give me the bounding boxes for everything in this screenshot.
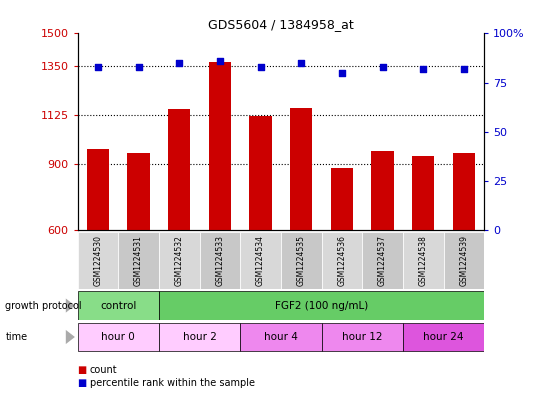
- Bar: [200, 232, 240, 289]
- Point: [94, 64, 102, 70]
- Bar: [412, 156, 434, 230]
- Text: growth protocol: growth protocol: [5, 301, 82, 310]
- Text: GSM1224536: GSM1224536: [338, 235, 346, 286]
- Bar: [249, 116, 272, 230]
- Point: [134, 64, 143, 70]
- Bar: [159, 323, 240, 351]
- Bar: [331, 168, 353, 230]
- Text: GSM1224538: GSM1224538: [419, 235, 427, 286]
- Text: control: control: [100, 301, 136, 310]
- Text: GSM1224537: GSM1224537: [378, 235, 387, 286]
- Bar: [78, 292, 159, 320]
- Text: ■: ■: [78, 378, 87, 388]
- Bar: [403, 232, 444, 289]
- Text: time: time: [5, 332, 27, 342]
- Polygon shape: [66, 299, 75, 313]
- Bar: [322, 232, 362, 289]
- Text: GSM1224535: GSM1224535: [297, 235, 305, 286]
- Bar: [127, 154, 150, 230]
- Text: hour 4: hour 4: [264, 332, 298, 342]
- Bar: [240, 323, 322, 351]
- Text: hour 2: hour 2: [182, 332, 217, 342]
- Bar: [87, 149, 109, 230]
- Bar: [159, 292, 484, 320]
- Bar: [322, 323, 403, 351]
- Text: count: count: [90, 365, 118, 375]
- Text: GSM1224534: GSM1224534: [256, 235, 265, 286]
- Text: GSM1224539: GSM1224539: [460, 235, 468, 286]
- Point: [338, 70, 346, 76]
- Point: [175, 60, 184, 66]
- Text: percentile rank within the sample: percentile rank within the sample: [90, 378, 255, 388]
- Bar: [168, 109, 190, 230]
- Text: FGF2 (100 ng/mL): FGF2 (100 ng/mL): [275, 301, 368, 310]
- Bar: [78, 323, 159, 351]
- Text: GSM1224533: GSM1224533: [216, 235, 224, 286]
- Bar: [403, 323, 484, 351]
- Bar: [290, 108, 312, 230]
- Point: [378, 64, 387, 70]
- Bar: [444, 232, 484, 289]
- Text: GSM1224530: GSM1224530: [94, 235, 102, 286]
- Polygon shape: [66, 330, 75, 344]
- Bar: [209, 62, 231, 230]
- Text: GSM1224532: GSM1224532: [175, 235, 184, 286]
- Bar: [159, 232, 200, 289]
- Text: hour 24: hour 24: [423, 332, 464, 342]
- Point: [419, 66, 427, 72]
- Point: [297, 60, 305, 66]
- Bar: [371, 151, 394, 230]
- Bar: [118, 232, 159, 289]
- Bar: [240, 232, 281, 289]
- Bar: [78, 232, 118, 289]
- Text: GSM1224531: GSM1224531: [134, 235, 143, 286]
- Bar: [281, 232, 322, 289]
- Text: hour 0: hour 0: [101, 332, 135, 342]
- Text: ■: ■: [78, 365, 87, 375]
- Bar: [362, 232, 403, 289]
- Point: [460, 66, 468, 72]
- Point: [216, 58, 224, 64]
- Text: hour 12: hour 12: [342, 332, 383, 342]
- Bar: [453, 154, 475, 230]
- Title: GDS5604 / 1384958_at: GDS5604 / 1384958_at: [208, 18, 354, 31]
- Point: [256, 64, 265, 70]
